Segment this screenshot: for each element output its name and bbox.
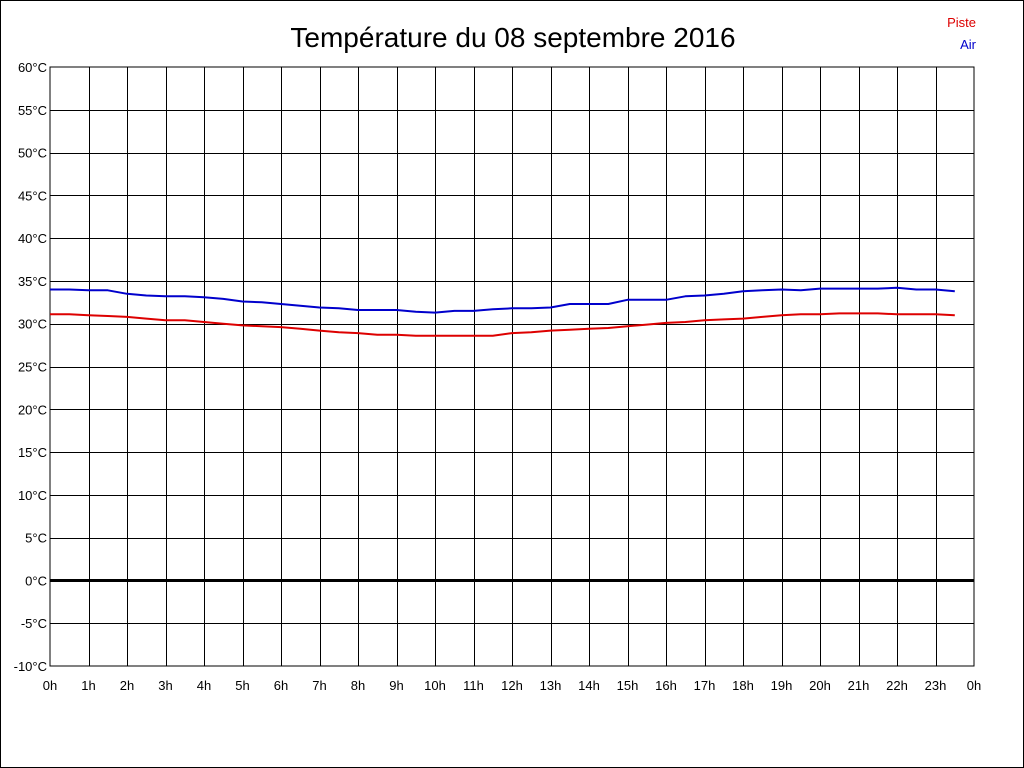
x-tick-label: 6h [274,678,288,693]
x-tick-label: 8h [351,678,365,693]
x-tick-label: 9h [389,678,403,693]
y-tick-label: 55°C [18,103,47,118]
x-tick-label: 2h [120,678,134,693]
y-tick-label: 40°C [18,231,47,246]
y-tick-label: 20°C [18,402,47,417]
x-tick-label: 1h [81,678,95,693]
y-tick-label: 25°C [18,360,47,375]
x-tick-label: 0h [43,678,57,693]
x-tick-label: 19h [771,678,793,693]
series-line-piste [50,312,955,337]
y-tick-label: 45°C [18,188,47,203]
x-tick-label: 15h [617,678,639,693]
x-tick-label: 18h [732,678,754,693]
legend: Piste Air [947,15,977,52]
x-tick-label: 4h [197,678,211,693]
x-tick-label: 23h [925,678,947,693]
x-tick-label: 7h [312,678,326,693]
x-tick-label: 0h [967,678,981,693]
x-tick-label: 21h [848,678,870,693]
series-lines [50,286,955,337]
grid [49,66,975,667]
y-tick-label: -5°C [21,616,47,631]
x-tick-label: 3h [158,678,172,693]
y-tick-label: 60°C [18,60,47,75]
x-tick-label: 13h [540,678,562,693]
legend-entry-air: Air [960,37,977,52]
x-tick-label: 12h [501,678,523,693]
x-tick-label: 10h [424,678,446,693]
y-tick-label: -10°C [14,659,47,674]
legend-entry-piste: Piste [947,15,976,30]
y-tick-label: 30°C [18,317,47,332]
y-tick-label: 5°C [25,531,47,546]
x-tick-label: 16h [655,678,677,693]
x-tick-label: 5h [235,678,249,693]
x-tick-label: 11h [463,678,484,693]
x-tick-label: 22h [886,678,908,693]
x-tick-label: 17h [694,678,716,693]
y-tick-label: 15°C [18,445,47,460]
chart-title: Température du 08 septembre 2016 [290,22,735,53]
x-tick-label: 14h [578,678,600,693]
series-line-air [50,286,955,314]
axes: 0h 1h 2h 3h 4h 5h 6h 7h 8h 9h 10h 11h 12h 13h 14h 15h 16… [14,60,982,693]
y-tick-label: 35°C [18,274,47,289]
x-tick-label: 20h [809,678,831,693]
y-tick-label: 50°C [18,146,47,161]
y-tick-label: 0°C [25,573,47,588]
y-tick-label: 10°C [18,488,47,503]
